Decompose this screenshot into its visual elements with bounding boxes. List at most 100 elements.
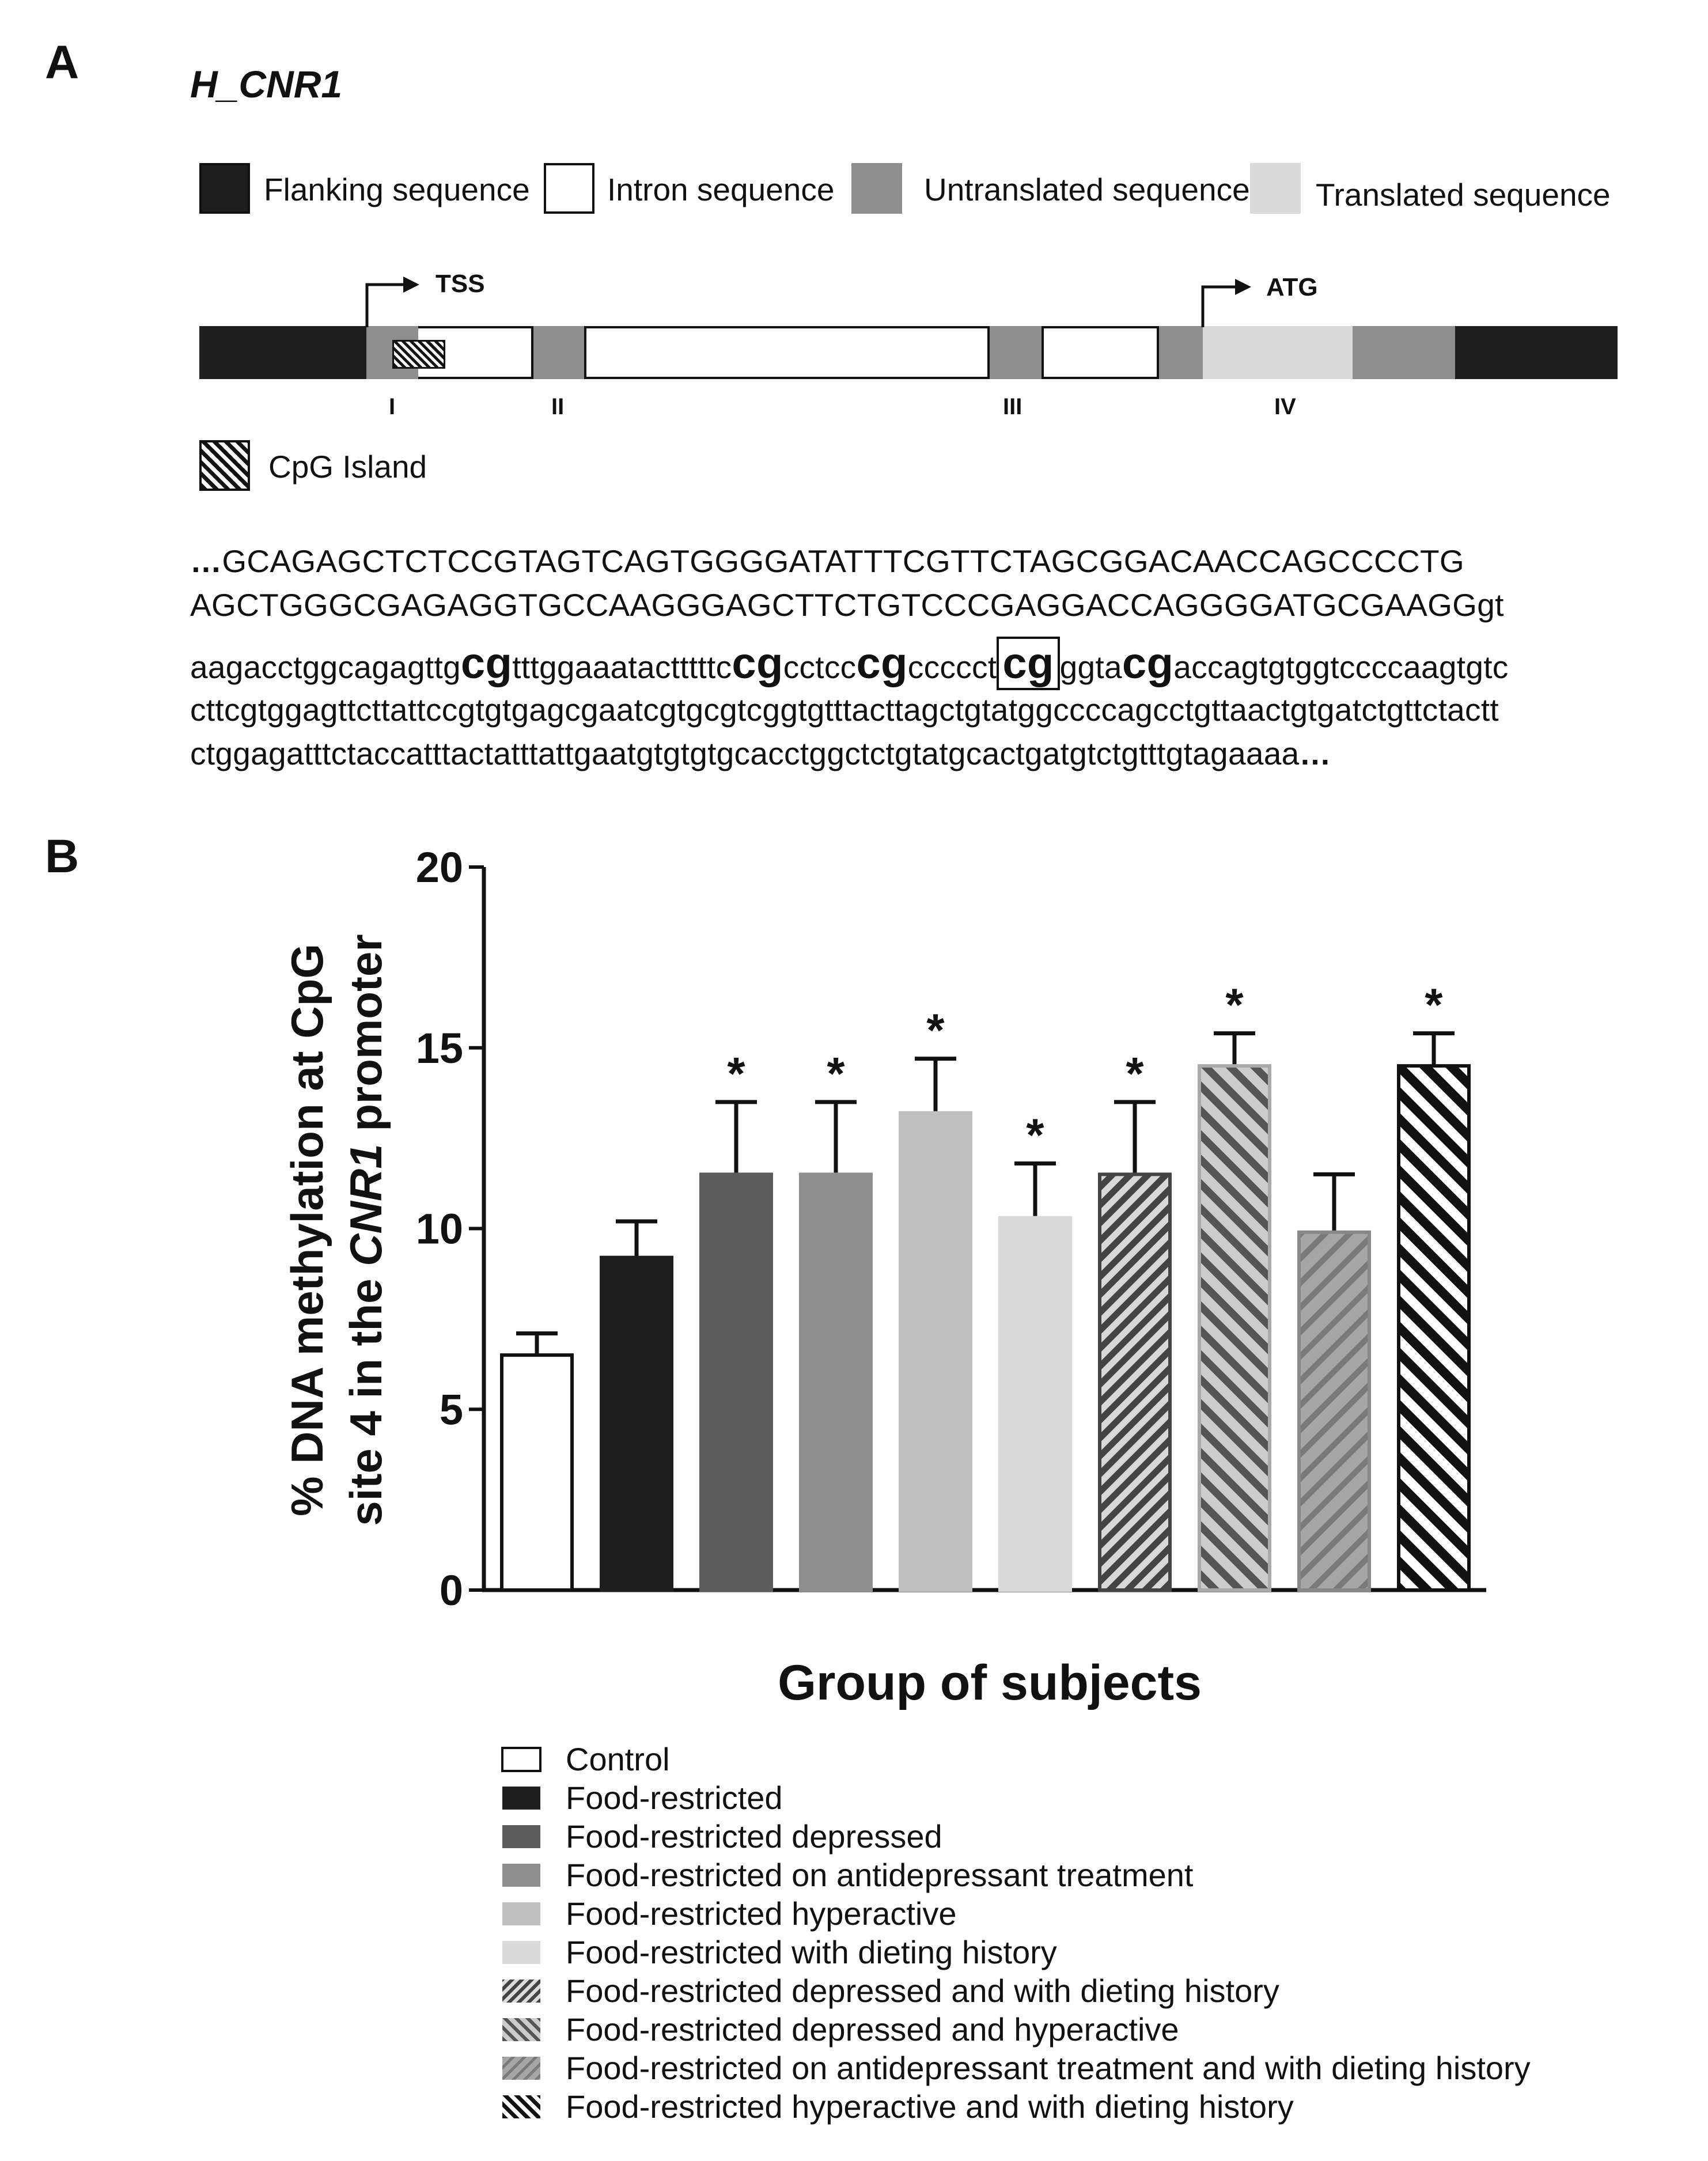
translated-label: Translated sequence	[1316, 177, 1611, 213]
legend-label: Food-restricted depressed and with dieti…	[566, 1973, 1279, 2009]
sequence-line-2: AGCTGGGCGAGAGGTGCCAAGGGAGCTTCTGTCCCGAGGA…	[190, 587, 1504, 623]
significance-star: *	[1225, 979, 1244, 1031]
y-axis-title-part: promoter	[340, 934, 391, 1144]
exon-4-cds	[1203, 326, 1353, 379]
sequence-line-5-text: ctggagatttctaccatttactatttattgaatgtgtgtg…	[190, 736, 1300, 771]
y-tick-label: 0	[440, 1566, 463, 1614]
legend-swatch	[502, 1980, 540, 2003]
x-axis-title: Group of subjects	[778, 1655, 1202, 1710]
y-tick-label: 15	[416, 1024, 463, 1072]
y-axis-title-line-1: % DNA methylation at CpG	[282, 944, 332, 1516]
exon-4-utr5	[1159, 326, 1203, 379]
y-axis-title: % DNA methylation at CpG site 4 in the C…	[282, 934, 391, 1526]
tss-arrow-icon	[365, 277, 419, 327]
atg-arrow-icon	[1201, 279, 1251, 327]
legend-label: Food-restricted hyperactive	[566, 1895, 957, 1932]
significance-star: *	[827, 1048, 845, 1099]
legend-swatch-fill	[502, 2018, 540, 2041]
exon-3-label: III	[1003, 394, 1022, 419]
legend-swatch-fill	[502, 1864, 540, 1887]
legend-swatch-fill	[502, 1941, 540, 1964]
exon-2-label: II	[551, 394, 565, 419]
bar	[1098, 1172, 1172, 1592]
exon-2	[533, 326, 584, 379]
bar	[899, 1111, 972, 1592]
significance-star: *	[727, 1048, 745, 1099]
sequence-ellipsis-end: …	[1299, 736, 1331, 771]
y-axis-title-line-2: site 4 in the CNR1 promoter	[340, 934, 391, 1526]
panel-a-label: A	[45, 36, 79, 89]
legend-swatch	[502, 1941, 540, 1964]
sequence-line-1: …GCAGAGCTCTCCGTAGTCAGTGGGGATATTTCGTTCTAG…	[190, 543, 1464, 580]
bar-chart: % DNA methylation at CpG site 4 in the C…	[282, 843, 1486, 1710]
legend-swatch-fill	[502, 1902, 540, 1925]
cpg-site-4-boxed: cg	[997, 637, 1060, 690]
legend-label: Food-restricted depressed	[566, 1818, 942, 1855]
bar	[1397, 1064, 1471, 1592]
sequence-line-1-text: GCAGAGCTCTCCGTAGTCAGTGGGGATATTTCGTTCTAGC…	[222, 543, 1464, 579]
seq-segment: aagacctggcagagttg	[190, 649, 461, 685]
legend-swatch-fill	[501, 1747, 541, 1772]
y-tick-label: 10	[416, 1205, 463, 1253]
seq-segment: tttggaaatactttttc	[512, 649, 732, 685]
bar	[500, 1353, 574, 1592]
cpg-island-swatch	[199, 440, 250, 491]
bars: * * * * * * *	[500, 979, 1471, 1592]
exon-1-label: I	[389, 394, 396, 419]
exon-3	[990, 326, 1042, 379]
legend-swatch	[502, 1787, 540, 1810]
legend-label: Food-restricted hyperactive and with die…	[566, 2088, 1294, 2125]
legend-swatch	[502, 1902, 540, 1925]
seq-segment: cctcc	[783, 649, 857, 685]
legend-swatch	[502, 1825, 540, 1848]
legend-swatch-fill	[502, 1825, 540, 1848]
legend-swatch	[502, 2095, 540, 2118]
legend-swatch-fill	[502, 2057, 540, 2080]
bar	[998, 1216, 1072, 1592]
significance-star: *	[926, 1005, 945, 1056]
translated-swatch	[1250, 163, 1301, 214]
cpg-island-label: CpG Island	[268, 449, 427, 485]
bar	[1198, 1064, 1271, 1592]
untranslated-swatch	[851, 163, 902, 214]
tss-label: TSS	[435, 270, 485, 298]
legend-label: Food-restricted depressed and hyperactiv…	[566, 2011, 1179, 2048]
atg-label: ATG	[1266, 273, 1318, 301]
gene-title: H_CNR1	[190, 63, 343, 105]
significance-star: *	[1425, 979, 1443, 1031]
legend-label: Food-restricted on antidepressant treatm…	[566, 1857, 1194, 1893]
legend-label: Food-restricted	[566, 1780, 783, 1816]
panel-b-label: B	[45, 830, 79, 883]
bar	[699, 1172, 773, 1592]
cpg-site-1: cg	[460, 639, 513, 688]
seq-segment: accagtgtggtccccaagtgtc	[1173, 649, 1509, 685]
cpg-site-2: cg	[732, 639, 783, 688]
cpg-site-5: cg	[1122, 639, 1174, 688]
seq-segment: ggta	[1059, 649, 1122, 685]
start-arrows	[365, 277, 1251, 327]
bar	[600, 1255, 673, 1592]
flanking-label: Flanking sequence	[264, 172, 530, 207]
y-tick-label: 5	[440, 1386, 463, 1433]
legend-swatch-fill	[502, 2095, 540, 2118]
legend-swatch	[502, 2018, 540, 2041]
sequence-line-4: cttcgtggagttcttattccgtgtgagcgaatcgtgcgtc…	[190, 692, 1499, 728]
significance-star: *	[1026, 1110, 1044, 1161]
legend-swatch-fill	[502, 1787, 540, 1810]
legend-swatch	[501, 1747, 541, 1772]
sequence-line-5: ctggagatttctaccatttactatttattgaatgtgtgtg…	[190, 735, 1331, 772]
exon-4-label: IV	[1274, 394, 1296, 419]
legend-label: Food-restricted with dieting history	[566, 1934, 1057, 1970]
flank-left	[199, 326, 366, 379]
seq-segment: ccccct	[907, 649, 997, 685]
intron-3	[1042, 326, 1159, 379]
sequence-ellipsis-start: …	[190, 543, 222, 579]
significance-star: *	[1126, 1048, 1144, 1099]
legend-swatch	[502, 2057, 540, 2080]
y-axis-title-part: site 4 in the	[340, 1266, 391, 1526]
cpg-island-marker	[392, 340, 445, 369]
bar	[799, 1172, 873, 1592]
y-axis-title-gene: CNR1	[340, 1144, 391, 1266]
legend-swatch-fill	[502, 1980, 540, 2003]
intron-swatch	[544, 163, 594, 214]
